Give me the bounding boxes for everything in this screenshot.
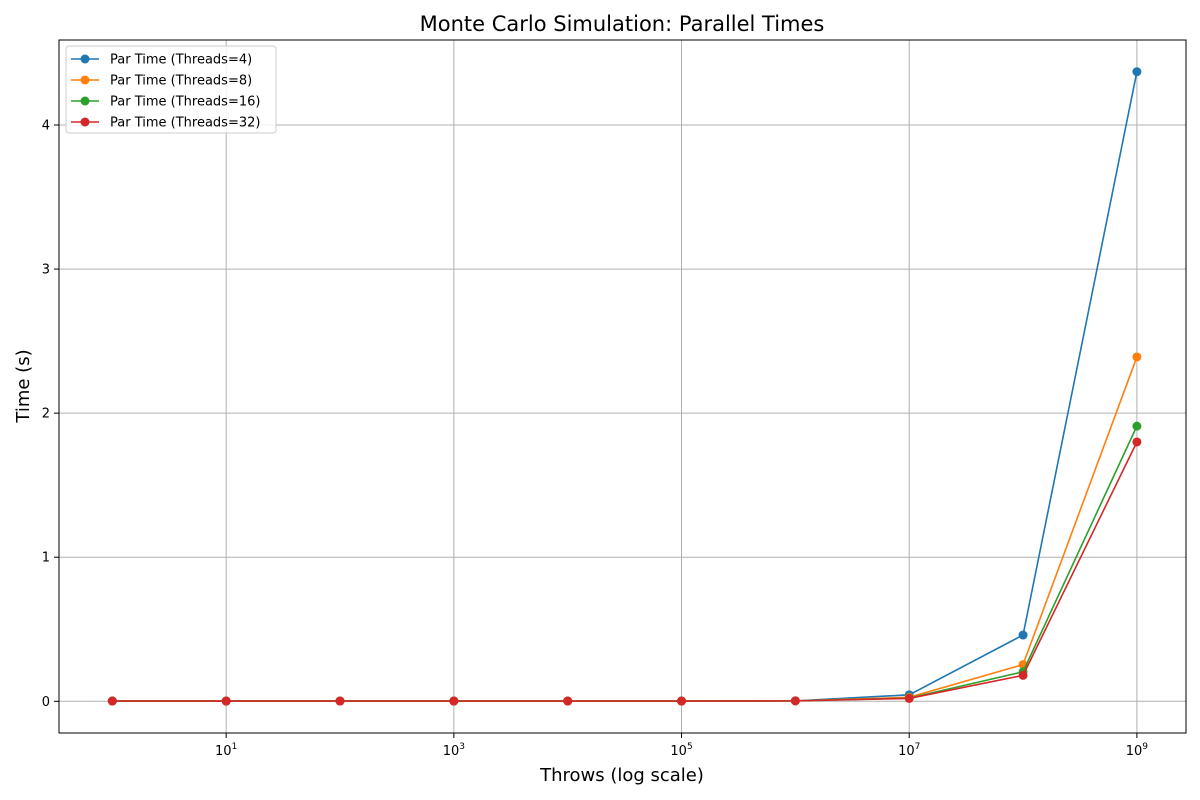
data-point	[1132, 437, 1142, 447]
tick-layer: 101 103 105 107 109 0 1 2 3 4	[42, 119, 1149, 759]
data-point	[1132, 352, 1142, 362]
legend-entry-label: Par Time (Threads=8)	[110, 74, 252, 89]
series-line	[112, 441, 1138, 702]
plot-frame	[58, 39, 1187, 734]
y-tick-label: 0	[42, 695, 50, 710]
legend: Par Time (Threads=4) Par Time (Threads=8)…	[65, 45, 277, 134]
series-3	[107, 437, 1142, 706]
data-point	[677, 696, 687, 706]
y-tick-label: 1	[42, 551, 50, 566]
data-point	[1018, 670, 1028, 680]
y-tick-label: 4	[42, 119, 50, 134]
legend-entry-label: Par Time (Threads=16)	[110, 95, 260, 110]
data-point	[1132, 421, 1142, 431]
legend-marker	[80, 117, 90, 127]
data-point	[904, 693, 914, 703]
x-tick-label: 109	[1126, 742, 1149, 759]
chart-title: Monte Carlo Simulation: Parallel Times	[420, 12, 825, 36]
x-tick-label: 103	[443, 742, 465, 759]
legend-entry-label: Par Time (Threads=32)	[110, 116, 260, 131]
data-point	[449, 696, 459, 706]
legend-marker	[80, 75, 90, 85]
y-tick-label: 3	[42, 263, 50, 278]
plot-area	[59, 40, 1186, 733]
data-point	[1018, 630, 1028, 640]
data-point	[221, 696, 231, 706]
data-point	[1132, 67, 1142, 77]
data-point	[335, 696, 345, 706]
x-axis-label: Throws (log scale)	[539, 765, 704, 786]
x-tick-label: 101	[215, 742, 237, 759]
y-axis-label: Time (s)	[13, 349, 34, 423]
legend-entry-label: Par Time (Threads=4)	[110, 53, 252, 68]
legend-marker	[80, 54, 90, 64]
legend-marker	[80, 96, 90, 106]
data-point	[790, 696, 800, 706]
data-point	[107, 696, 117, 706]
y-tick-label: 2	[42, 407, 50, 422]
series-layer	[107, 67, 1142, 706]
x-tick-label: 107	[898, 742, 920, 759]
data-point	[563, 696, 573, 706]
x-tick-label: 105	[670, 742, 692, 759]
legend-box	[65, 45, 277, 134]
